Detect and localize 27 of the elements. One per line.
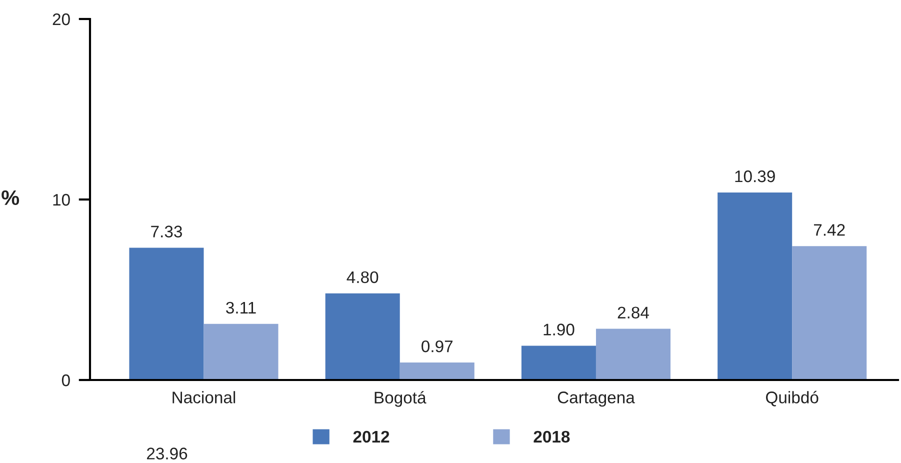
y-axis-title: % (2, 190, 20, 206)
text: 23.96 (146, 448, 188, 460)
y-tick-label: 10 (53, 194, 70, 206)
bar (325, 293, 400, 380)
y-tick-label: 20 (52, 13, 70, 26)
data-label: 0.97 (422, 340, 453, 352)
data-label: 10.39 (735, 170, 775, 182)
legend-label: 2012 (353, 430, 390, 443)
bar (129, 248, 204, 380)
x-tick-label: Cartagena (558, 392, 635, 407)
data-label: 7.42 (814, 224, 845, 236)
data-label: 4.80 (346, 271, 378, 284)
x-tick-label: Bogotá (374, 391, 426, 407)
x-tick-label: Quibdó (766, 390, 818, 406)
data-label: 2.84 (618, 306, 649, 318)
data-label: 7.33 (151, 226, 182, 238)
y-tick-label: 0 (62, 374, 70, 386)
data-label: 1.90 (544, 324, 574, 336)
bar (400, 362, 474, 380)
bar (521, 346, 596, 380)
bar (596, 328, 671, 380)
bar (204, 324, 278, 380)
x-tick-label: Nacional (172, 391, 236, 404)
data-label: 3.11 (226, 302, 256, 314)
bar (718, 192, 792, 380)
legend-label: 2018 (534, 430, 570, 443)
bar (792, 246, 867, 380)
